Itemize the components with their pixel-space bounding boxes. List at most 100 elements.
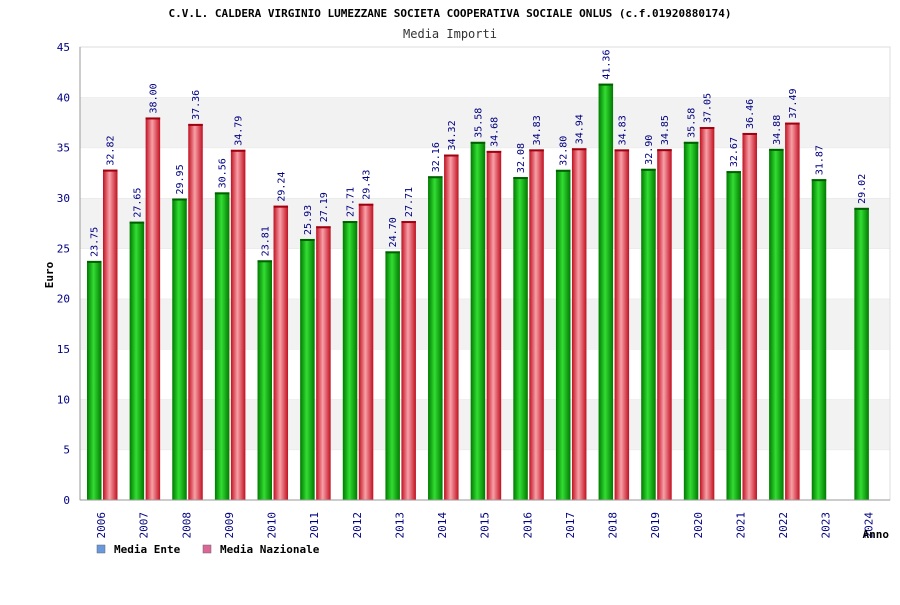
bar-media-ente — [214, 192, 230, 500]
x-tick-label: 2023 — [820, 512, 833, 539]
chart-subtitle: Media Importi — [403, 27, 497, 41]
value-label: 23.75 — [90, 227, 101, 257]
bar-media-ente-cap — [513, 177, 528, 180]
bar-media-ente-cap — [172, 198, 187, 201]
value-label: 32.16 — [431, 142, 442, 172]
x-axis-ticks: 2006 2007 2008 2009 2010 2011 2012 2013 2014 2015… — [95, 512, 875, 539]
value-label: 35.58 — [473, 108, 484, 138]
value-label: 34.83 — [532, 115, 543, 145]
value-label: 34.85 — [660, 115, 671, 145]
bar-media-nazionale — [742, 132, 757, 500]
bar-media-nazionale — [230, 149, 246, 500]
bar-media-ente-cap — [129, 221, 145, 224]
grid-band — [80, 47, 890, 98]
bar-media-nazionale-cap — [230, 149, 246, 152]
bar-media-ente-cap — [726, 171, 741, 174]
x-axis-label: Anno — [863, 528, 890, 541]
bar-media-ente-cap — [854, 207, 869, 210]
bar-media-ente-cap — [598, 83, 614, 86]
value-label: 32.82 — [106, 136, 117, 166]
bar-media-nazionale — [529, 149, 544, 501]
value-label: 32.67 — [729, 137, 740, 167]
bar-media-nazionale — [785, 122, 800, 500]
bar-media-nazionale-cap — [273, 205, 289, 208]
y-tick-label: 35 — [57, 142, 70, 155]
bar-media-nazionale-cap — [358, 203, 374, 206]
bar-media-ente-cap — [342, 221, 358, 224]
bar-media-nazionale — [657, 149, 672, 500]
x-tick-label: 2014 — [436, 512, 449, 539]
bar-media-ente — [555, 169, 571, 500]
bar-media-nazionale — [188, 123, 203, 500]
value-label: 29.02 — [857, 174, 868, 204]
bar-media-ente — [300, 238, 315, 501]
x-tick-label: 2013 — [393, 512, 406, 539]
bar-media-ente — [769, 148, 784, 500]
bar-media-ente-cap — [257, 260, 273, 263]
bar-media-ente — [385, 251, 400, 500]
bar-media-ente — [257, 260, 273, 500]
y-tick-label: 15 — [57, 343, 70, 356]
value-label: 27.71 — [404, 187, 415, 217]
bar-media-nazionale — [273, 205, 289, 500]
value-label: 32.08 — [516, 143, 527, 173]
y-tick-label: 0 — [63, 494, 70, 507]
bar-media-nazionale — [571, 148, 587, 500]
bar-media-ente — [513, 177, 528, 500]
value-label: 29.95 — [175, 164, 186, 194]
chart-title: C.V.L. CALDERA VIRGINIO LUMEZZANE SOCIET… — [169, 7, 732, 20]
x-tick-label: 2011 — [308, 512, 321, 539]
value-label: 27.71 — [346, 187, 357, 217]
bar-media-nazionale — [145, 117, 161, 500]
bar-media-ente — [811, 179, 827, 500]
value-label: 37.49 — [788, 88, 799, 118]
x-tick-label: 2015 — [479, 512, 492, 539]
x-tick-label: 2016 — [521, 512, 534, 539]
bar-media-nazionale-cap — [657, 149, 672, 152]
value-label: 29.43 — [362, 170, 373, 200]
bar-media-nazionale-cap — [103, 169, 118, 172]
x-tick-label: 2018 — [607, 512, 620, 539]
value-label: 34.94 — [575, 114, 586, 144]
value-label: 41.36 — [601, 50, 612, 80]
bar-media-ente-cap — [300, 238, 315, 241]
bar-media-ente-cap — [683, 141, 699, 144]
bar-media-nazionale-cap — [444, 154, 459, 157]
x-tick-label: 2007 — [138, 512, 151, 539]
bar-media-ente-cap — [811, 179, 827, 182]
value-label: 29.24 — [276, 172, 287, 202]
bar-media-nazionale — [486, 150, 502, 500]
x-tick-label: 2008 — [180, 512, 193, 539]
bar-media-ente-cap — [769, 148, 784, 151]
bar-media-ente-cap — [555, 169, 571, 172]
y-tick-label: 40 — [57, 91, 70, 104]
bar-media-ente-cap — [470, 141, 486, 144]
value-label: 34.32 — [447, 120, 458, 150]
bar-media-ente — [854, 207, 869, 500]
legend-label: Media Ente — [114, 543, 181, 556]
bar-media-ente — [342, 221, 358, 500]
bar-media-ente — [470, 141, 486, 500]
value-label: 36.46 — [745, 99, 756, 129]
x-tick-label: 2024 — [862, 512, 875, 539]
value-label: 38.00 — [148, 83, 159, 113]
bar-media-nazionale-cap — [699, 127, 715, 130]
bar-media-ente-cap — [385, 251, 400, 254]
bar-media-nazionale — [699, 127, 715, 500]
y-axis-label: Euro — [43, 261, 56, 288]
value-label: 23.81 — [260, 226, 271, 256]
bar-media-nazionale-cap — [486, 150, 502, 153]
x-tick-label: 2021 — [734, 512, 747, 539]
bar-media-nazionale-cap — [529, 149, 544, 152]
value-label: 30.56 — [218, 158, 229, 188]
bars: 23.75 32.82 27.65 38.00 29.95 37.36 30.56 34.79… — [87, 50, 869, 501]
y-tick-label: 45 — [57, 41, 70, 54]
x-tick-label: 2009 — [223, 512, 236, 539]
bar-media-ente-cap — [87, 260, 102, 263]
bar-media-nazionale — [358, 203, 374, 500]
x-tick-label: 2017 — [564, 512, 577, 539]
value-label: 37.05 — [703, 93, 714, 123]
y-tick-label: 30 — [57, 192, 70, 205]
